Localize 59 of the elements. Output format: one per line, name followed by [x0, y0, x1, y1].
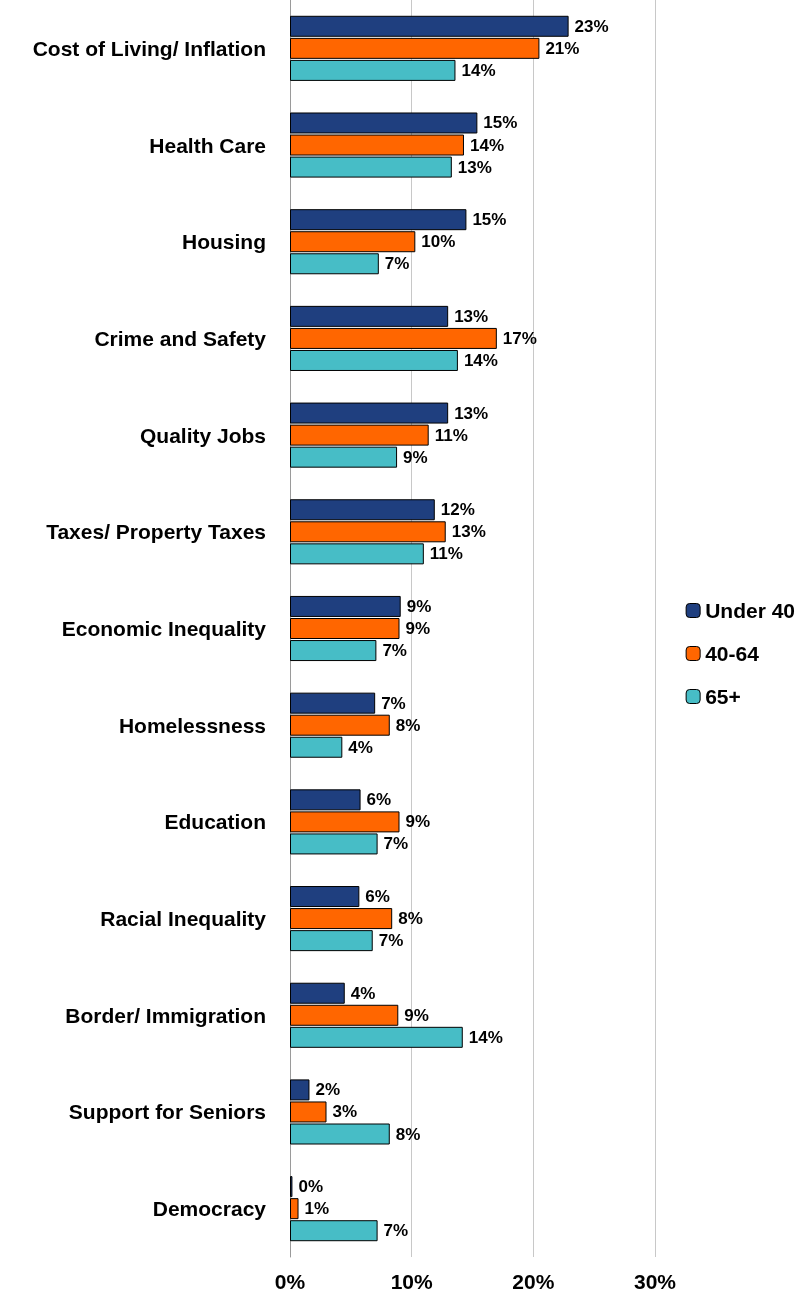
data-label: 17%: [502, 328, 537, 348]
y-tick-label: Border/ Immigration: [65, 1003, 266, 1027]
data-label: 11%: [429, 544, 463, 564]
data-label: 1%: [304, 1199, 330, 1219]
data-label: 14%: [463, 350, 498, 370]
data-label: 7%: [383, 1221, 409, 1241]
data-label: 7%: [384, 254, 410, 274]
data-label: 13%: [454, 403, 489, 423]
data-label: 6%: [365, 887, 390, 907]
data-label: 9%: [406, 596, 432, 616]
data-label: 23%: [574, 16, 609, 36]
data-label: 2%: [315, 1080, 341, 1100]
data-label: 10%: [421, 232, 456, 252]
x-tick-label: 10%: [390, 1270, 434, 1293]
data-label: 8%: [395, 1124, 421, 1144]
y-tick-label: Homelessness: [118, 713, 266, 737]
data-label: 9%: [404, 1005, 429, 1025]
data-label: 4%: [348, 737, 373, 757]
data-label: 14%: [469, 135, 505, 155]
y-tick-label: Racial Inequality: [100, 907, 267, 931]
x-tick-label: 20%: [512, 1270, 555, 1293]
data-label: 9%: [403, 447, 428, 467]
data-label: 13%: [454, 306, 489, 326]
y-tick-label: Cost of Living/ Inflation: [32, 36, 266, 60]
y-tick-label: Health Care: [149, 133, 266, 157]
data-label: 15%: [483, 113, 518, 133]
legend-label: 65+: [705, 685, 741, 708]
y-tick-label: Support for Seniors: [68, 1100, 266, 1124]
data-label: 8%: [395, 715, 421, 735]
data-label: 0%: [298, 1177, 324, 1197]
data-label: 7%: [382, 641, 407, 661]
data-label: 11%: [434, 425, 468, 445]
data-label: 14%: [468, 1027, 503, 1047]
data-label: 7%: [378, 931, 404, 951]
data-label: 9%: [405, 619, 431, 638]
data-label: 3%: [332, 1102, 358, 1122]
y-tick-label: Crime and Safety: [94, 326, 267, 350]
y-tick-label: Democracy: [152, 1197, 267, 1221]
data-label: 8%: [398, 909, 423, 929]
data-label: 4%: [350, 983, 376, 1003]
data-label: 6%: [366, 790, 392, 810]
y-tick-label: Housing: [182, 230, 266, 254]
data-label: 9%: [405, 812, 431, 832]
legend-label: Under 40: [705, 599, 796, 622]
data-label: 13%: [451, 522, 486, 542]
data-label: 12%: [440, 500, 475, 520]
data-label: 15%: [472, 210, 507, 230]
x-tick-label: 30%: [633, 1270, 677, 1293]
data-label: 21%: [545, 38, 580, 58]
data-label: 7%: [381, 693, 406, 713]
data-label: 14%: [461, 60, 496, 80]
x-tick-label: 0%: [274, 1270, 306, 1293]
data-label: 13%: [457, 157, 492, 177]
y-tick-label: Economic Inequality: [61, 617, 267, 640]
y-tick-label: Taxes/ Property Taxes: [46, 520, 266, 544]
y-tick-label: Education: [164, 810, 266, 834]
data-label: 7%: [383, 834, 409, 854]
legend-label: 40-64: [705, 642, 760, 665]
y-tick-label: Quality Jobs: [139, 423, 266, 447]
